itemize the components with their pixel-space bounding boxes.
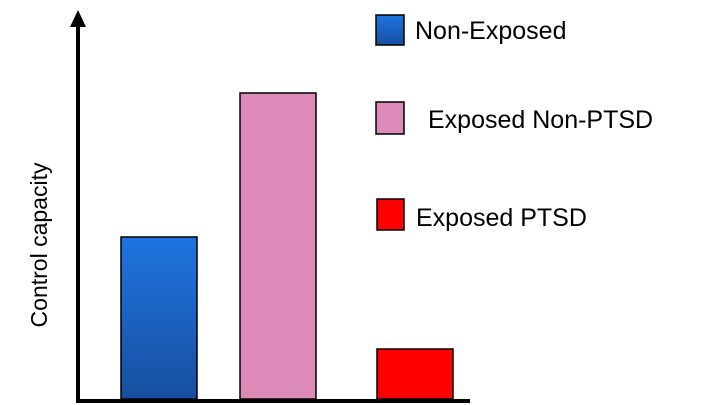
- bar-non-exposed: [120, 236, 198, 400]
- legend-label: Non-Exposed: [415, 17, 566, 45]
- legend-swatch: [375, 101, 405, 135]
- legend-label: Exposed PTSD: [416, 204, 587, 232]
- bars-group: [120, 92, 454, 400]
- legend-swatch: [376, 198, 405, 231]
- legend-label: Exposed Non-PTSD: [428, 106, 653, 134]
- bar-exposed-non-ptsd: [239, 92, 317, 400]
- y-axis-arrowhead: [70, 10, 86, 27]
- bar-exposed-ptsd: [376, 348, 454, 400]
- axes: [70, 10, 470, 403]
- legend-item: Exposed Non-PTSD: [375, 101, 653, 135]
- legend-swatch: [375, 14, 405, 46]
- y-axis-label: Control capacity: [26, 162, 52, 327]
- legend: Non-Exposed Exposed Non-PTSD Exposed PTSD: [375, 14, 653, 232]
- legend-item: Exposed PTSD: [376, 198, 587, 232]
- legend-item: Non-Exposed: [375, 14, 566, 46]
